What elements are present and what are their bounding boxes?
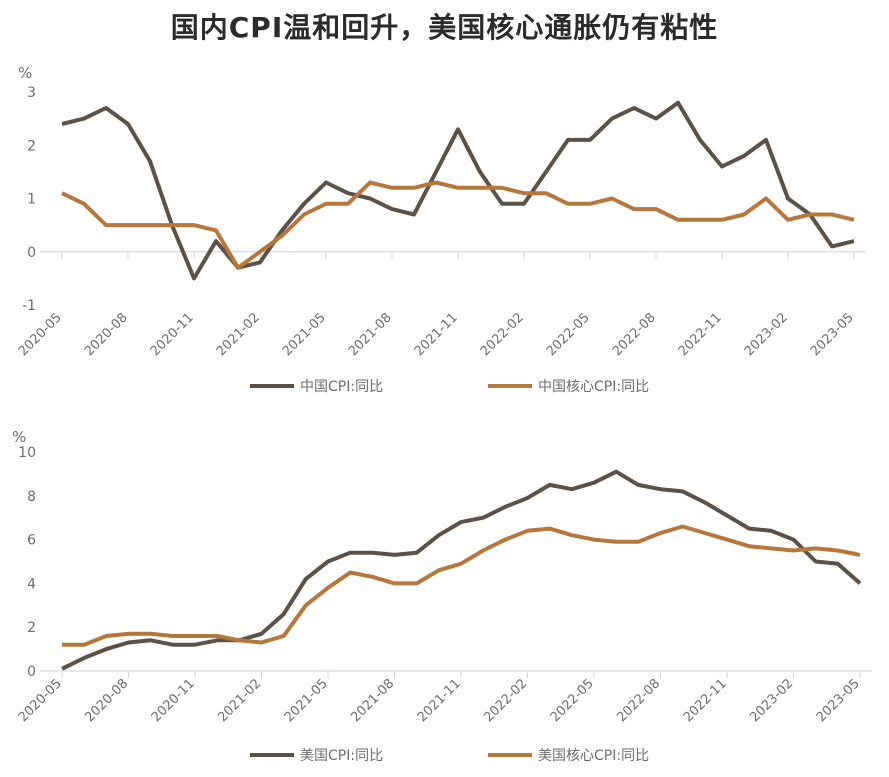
x-tick-label: 2023-02 [742,310,791,359]
series-line-1-1 [61,100,855,281]
legend-label: 美国CPI:同比 [300,748,383,764]
x-tick-label: 2021-02 [214,310,263,359]
y-unit-label: % [18,64,32,82]
x-tick-label: 2020-11 [148,310,197,359]
x-tick-label: 2022-11 [681,676,730,725]
y-unit-label: % [12,428,26,446]
x-tick-label: 2023-05 [814,676,863,725]
x-tick-label: 2020-08 [82,310,131,359]
y-tick-label: 2 [27,138,36,154]
y-tick-label: 0 [27,664,36,680]
x-tick-label: 2023-02 [747,676,796,725]
series-line-1-2 [61,180,855,270]
x-tick-label: 2022-02 [481,676,530,725]
x-tick-label: 2021-08 [346,310,395,359]
y-tick-label: -1 [22,298,36,314]
x-tick-label: 2022-02 [478,310,527,359]
x-tick-label: 2022-05 [544,310,593,359]
x-tick-label: 2021-11 [412,310,461,359]
y-tick-label: 6 [27,533,36,549]
y-tick-label: 10 [18,445,36,461]
x-tick-label: 2021-02 [215,676,264,725]
y-tick-label: 1 [27,192,36,208]
x-tick-label: 2021-05 [282,676,331,725]
x-tick-label: 2021-05 [280,310,329,359]
y-tick-label: 3 [27,85,36,101]
x-tick-label: 2021-11 [415,676,464,725]
x-tick-label: 2023-05 [808,310,857,359]
y-tick-label: 4 [27,576,36,592]
x-tick-label: 2022-08 [610,310,659,359]
y-tick-label: 0 [27,245,36,261]
series-line-2-1 [61,469,862,671]
chart-title: 国内CPI温和回升，美国核心通胀仍有粘性 [170,11,719,44]
x-tick-label: 2020-08 [82,676,131,725]
x-tick-label: 2022-08 [614,676,663,725]
series-line-2-2 [62,524,861,647]
x-tick-label: 2022-05 [548,676,597,725]
y-tick-label: 2 [27,620,36,636]
legend-label: 中国CPI:同比 [300,379,383,395]
x-tick-label: 2020-11 [149,676,198,725]
y-tick-label: 8 [27,489,36,505]
x-tick-label: 2021-08 [348,676,397,725]
x-tick-label: 2022-11 [676,310,725,359]
x-tick-label: 2020-05 [16,310,65,359]
legend-label: 美国核心CPI:同比 [538,748,649,764]
legend-label: 中国核心CPI:同比 [538,379,649,395]
x-tick-label: 2020-05 [16,676,65,725]
